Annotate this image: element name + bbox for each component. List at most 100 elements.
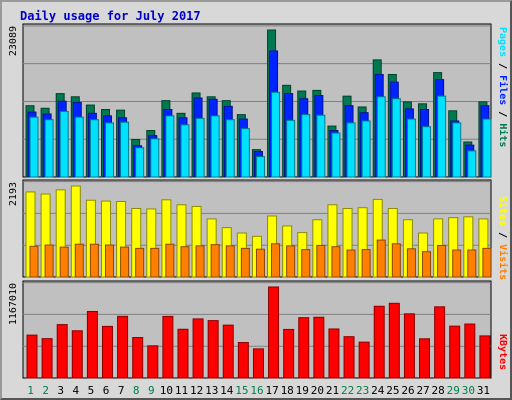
day-label-7: 7: [118, 384, 125, 397]
bar-kbytes-day-30: [464, 323, 476, 379]
day-label-8: 8: [133, 384, 140, 397]
bar-pages-day-26: [406, 118, 416, 178]
bar-pages-day-14: [225, 119, 235, 178]
day-label-16: 16: [250, 384, 263, 397]
day-label-17: 17: [265, 384, 278, 397]
bar-kbytes-day-10: [162, 315, 174, 379]
y-max-label-kbytes: 1167010: [8, 283, 19, 325]
bar-pages-day-11: [180, 124, 190, 178]
bar-pages-day-18: [286, 119, 296, 178]
legend-hits-files-pages: Pages / Files / Hits: [497, 27, 509, 147]
bar-pages-day-25: [391, 98, 401, 178]
day-label-12: 12: [190, 384, 203, 397]
day-label-1: 1: [27, 384, 34, 397]
bar-visits-day-20: [316, 244, 326, 278]
day-label-3: 3: [57, 384, 64, 397]
bar-kbytes-day-18: [283, 328, 295, 379]
bar-visits-day-25: [391, 243, 401, 278]
bar-pages-day-23: [361, 120, 371, 178]
bar-kbytes-day-11: [177, 328, 189, 379]
bar-visits-day-13: [210, 244, 220, 278]
bar-visits-day-5: [89, 243, 99, 278]
bar-visits-day-12: [195, 245, 205, 278]
bar-pages-day-28: [437, 95, 447, 178]
day-label-25: 25: [386, 384, 399, 397]
bar-pages-day-1: [29, 116, 39, 178]
legend-separator: /: [497, 105, 508, 123]
bar-kbytes-day-8: [132, 337, 144, 379]
legend-kbytes: KBytes: [497, 334, 508, 370]
bar-visits-day-30: [467, 249, 477, 278]
legend-kbytes: KBytes: [497, 334, 508, 370]
bar-visits-day-23: [361, 249, 371, 278]
day-label-31: 31: [477, 384, 490, 397]
bar-visits-day-21: [331, 246, 341, 278]
bar-pages-day-3: [59, 110, 69, 178]
bar-visits-day-8: [135, 247, 145, 278]
day-label-28: 28: [432, 384, 445, 397]
bar-kbytes-day-17: [268, 286, 280, 379]
bar-pages-day-5: [89, 119, 99, 178]
bar-visits-day-17: [271, 243, 281, 278]
bar-kbytes-day-3: [56, 324, 68, 379]
bar-visits-day-26: [406, 248, 416, 278]
day-label-9: 9: [148, 384, 155, 397]
legend-files: Files: [497, 75, 509, 105]
bar-kbytes-day-1: [26, 334, 38, 379]
bar-kbytes-day-2: [41, 338, 53, 379]
bar-kbytes-day-28: [434, 306, 446, 379]
bar-visits-day-22: [346, 249, 356, 278]
bar-kbytes-day-6: [101, 325, 113, 379]
bar-pages-day-4: [74, 116, 84, 178]
bar-visits-day-28: [437, 244, 447, 278]
legend-hits: Hits: [497, 123, 509, 147]
bar-visits-day-4: [74, 243, 84, 278]
bar-kbytes-day-27: [419, 338, 431, 379]
bar-kbytes-day-24: [373, 305, 385, 379]
bar-pages-day-6: [104, 122, 114, 178]
day-label-23: 23: [356, 384, 369, 397]
day-label-18: 18: [281, 384, 294, 397]
y-max-label-hits_files_pages: 23089: [8, 26, 19, 56]
bar-pages-day-19: [301, 114, 311, 178]
bar-kbytes-day-4: [71, 330, 83, 379]
day-label-15: 15: [235, 384, 248, 397]
day-label-10: 10: [160, 384, 173, 397]
bar-visits-day-1: [29, 245, 39, 278]
bar-kbytes-day-22: [343, 336, 355, 379]
bar-visits-day-31: [482, 247, 492, 278]
bar-kbytes-day-9: [147, 345, 159, 379]
bar-kbytes-day-19: [298, 317, 310, 379]
legend-sites: Sites: [497, 196, 509, 226]
day-label-2: 2: [42, 384, 49, 397]
bar-visits-day-3: [59, 246, 69, 278]
bar-kbytes-day-20: [313, 316, 325, 379]
bar-kbytes-day-31: [479, 335, 491, 379]
bar-kbytes-day-16: [252, 348, 264, 379]
bar-pages-day-27: [422, 126, 432, 178]
day-label-14: 14: [220, 384, 234, 397]
chart-title: Daily usage for July 2017: [20, 9, 201, 23]
day-label-20: 20: [311, 384, 324, 397]
legend-visits-sites: Sites / Visits: [497, 196, 509, 280]
bar-kbytes-day-23: [358, 341, 370, 379]
bar-kbytes-day-21: [328, 328, 340, 379]
bar-pages-day-30: [467, 150, 477, 178]
bar-visits-day-16: [255, 248, 265, 278]
bar-kbytes-day-7: [117, 315, 129, 379]
bar-visits-day-18: [286, 245, 296, 278]
day-label-13: 13: [205, 384, 218, 397]
legend-separator: /: [497, 226, 508, 244]
bar-kbytes-day-26: [403, 313, 415, 379]
day-label-21: 21: [326, 384, 339, 397]
bar-pages-day-16: [255, 156, 265, 178]
bar-pages-day-24: [376, 96, 386, 178]
bar-pages-day-22: [346, 122, 356, 178]
day-label-27: 27: [416, 384, 429, 397]
day-label-11: 11: [175, 384, 188, 397]
bar-kbytes-day-12: [192, 318, 204, 379]
bar-visits-day-2: [44, 244, 54, 278]
day-label-30: 30: [462, 384, 475, 397]
bar-pages-day-31: [482, 118, 492, 178]
